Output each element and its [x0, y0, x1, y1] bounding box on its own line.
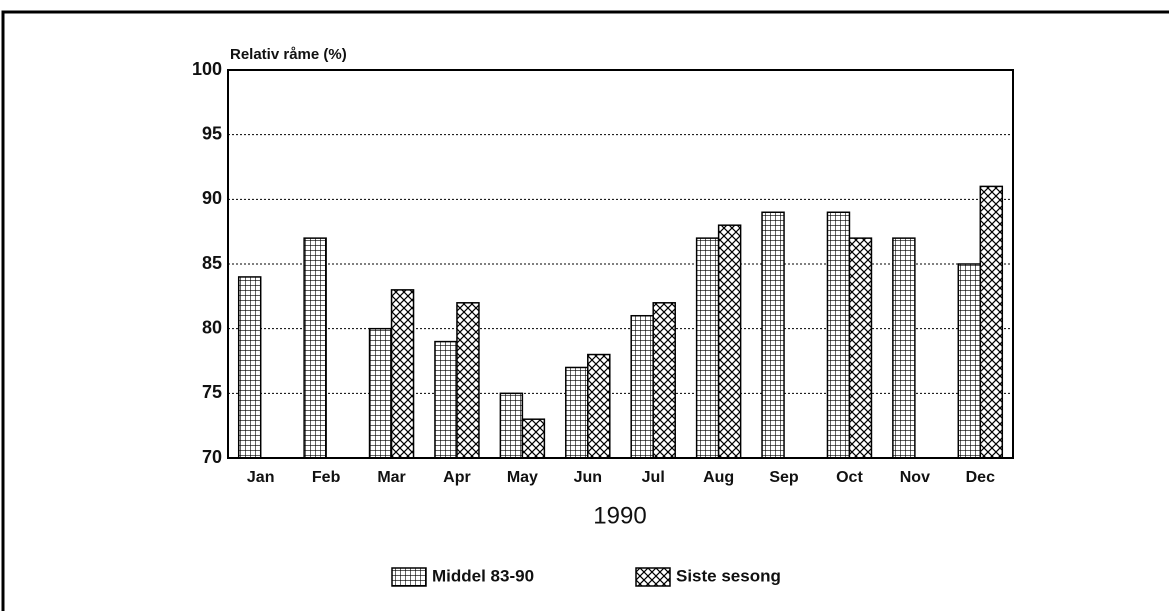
x-tick-label: Feb [312, 469, 341, 486]
legend-label: Siste sesong [676, 566, 781, 585]
y-tick-label: 75 [202, 382, 222, 402]
x-axis-label: 1990 [593, 502, 646, 529]
x-tick-label: Jun [574, 469, 602, 486]
y-tick-label: 90 [202, 188, 222, 208]
bar [652, 302, 676, 459]
y-tick-label: 80 [202, 317, 222, 337]
legend-swatch [391, 567, 427, 587]
bar [456, 302, 480, 459]
y-tick-label: 95 [202, 123, 222, 143]
legend-swatch [635, 567, 671, 587]
bar [892, 237, 916, 459]
legend-label: Middel 83-90 [432, 566, 534, 585]
x-tick-label: Oct [836, 469, 863, 486]
y-tick-label: 85 [202, 253, 222, 273]
bar [434, 340, 458, 459]
x-tick-label: May [507, 469, 538, 486]
y-tick-label: 70 [202, 447, 222, 467]
bar [303, 237, 327, 459]
bar [761, 211, 785, 459]
bar [826, 211, 851, 459]
x-tick-label: Sep [769, 469, 799, 486]
x-tick-label: Mar [377, 469, 405, 486]
bar [587, 353, 611, 459]
x-tick-label: Aug [703, 469, 734, 486]
bar [521, 418, 546, 459]
bar [390, 289, 415, 459]
bar [499, 392, 524, 459]
x-tick-label: Dec [966, 469, 995, 486]
x-tick-label: Apr [443, 469, 471, 486]
frame [1, 10, 1169, 616]
x-tick-label: Jan [247, 469, 275, 486]
x-tick-label: Jul [642, 469, 665, 486]
bar [695, 237, 720, 459]
bar [630, 314, 654, 459]
plot-frame [227, 69, 1014, 459]
x-tick-label: Nov [900, 469, 930, 486]
y-tick-label: 100 [192, 59, 222, 79]
bar [717, 224, 742, 459]
bar [957, 263, 982, 459]
y-axis-label: Relativ råme (%) [230, 46, 347, 63]
bar [979, 185, 1004, 459]
bar [368, 327, 393, 459]
bar [237, 276, 262, 459]
bar [848, 237, 873, 459]
bar [565, 366, 589, 459]
